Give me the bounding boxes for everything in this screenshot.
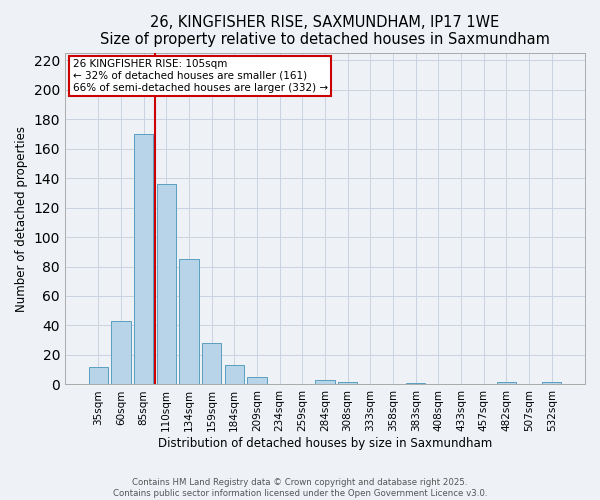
Bar: [134, 134, 153, 384]
Bar: [497, 382, 516, 384]
Bar: [247, 377, 266, 384]
Bar: [406, 383, 425, 384]
Bar: [338, 382, 357, 384]
Bar: [542, 382, 562, 384]
Bar: [224, 366, 244, 384]
Y-axis label: Number of detached properties: Number of detached properties: [15, 126, 28, 312]
Bar: [111, 321, 131, 384]
X-axis label: Distribution of detached houses by size in Saxmundham: Distribution of detached houses by size …: [158, 437, 492, 450]
Bar: [316, 380, 335, 384]
Title: 26, KINGFISHER RISE, SAXMUNDHAM, IP17 1WE
Size of property relative to detached : 26, KINGFISHER RISE, SAXMUNDHAM, IP17 1W…: [100, 15, 550, 48]
Bar: [179, 259, 199, 384]
Text: 26 KINGFISHER RISE: 105sqm
← 32% of detached houses are smaller (161)
66% of sem: 26 KINGFISHER RISE: 105sqm ← 32% of deta…: [73, 60, 328, 92]
Bar: [157, 184, 176, 384]
Bar: [202, 343, 221, 384]
Bar: [89, 367, 108, 384]
Text: Contains HM Land Registry data © Crown copyright and database right 2025.
Contai: Contains HM Land Registry data © Crown c…: [113, 478, 487, 498]
